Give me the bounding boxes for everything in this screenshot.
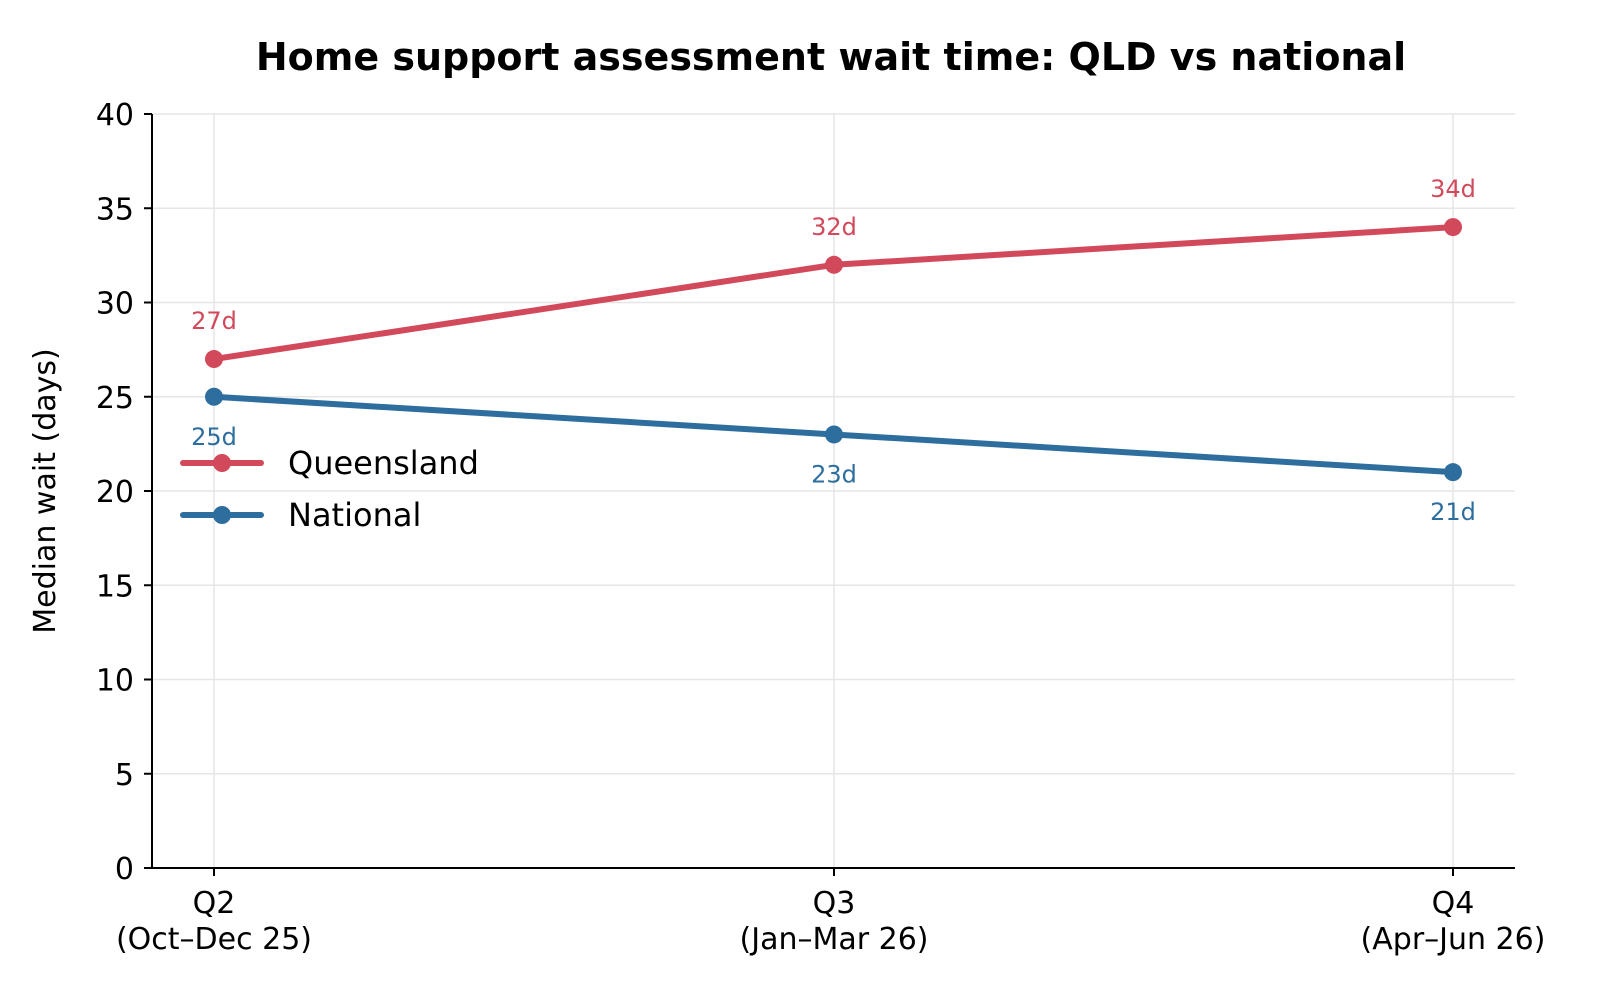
data-label: 23d <box>811 460 857 488</box>
data-point <box>1444 463 1462 482</box>
x-tick-label-line: Q2 <box>193 886 236 921</box>
x-tick-label-line: (Jan–Mar 26) <box>740 922 929 957</box>
legend-marker <box>213 454 231 472</box>
y-tick-label: 30 <box>96 287 134 322</box>
y-tick-label: 25 <box>96 381 134 416</box>
x-tick-label-line: Q3 <box>813 886 856 921</box>
x-tick-label: Q2 (Oct–Dec 25) <box>116 886 312 957</box>
data-labels: 27d 32d 34d 25d 23d 21d <box>191 175 1476 526</box>
y-tick-label: 35 <box>96 192 134 227</box>
data-point <box>825 425 843 444</box>
data-label: 27d <box>191 307 237 335</box>
x-tick-label-line: Q4 <box>1432 886 1475 921</box>
data-label: 34d <box>1430 175 1476 203</box>
legend-marker <box>213 506 231 524</box>
y-tick-label: 5 <box>115 758 134 793</box>
x-tick-label-line: (Apr–Jun 26) <box>1361 922 1546 957</box>
y-tick-label: 40 <box>96 98 134 133</box>
data-label: 21d <box>1430 498 1476 526</box>
data-label: 25d <box>191 423 237 451</box>
series <box>205 218 1462 482</box>
grid-lines <box>152 113 1515 869</box>
x-tick-label: Q4 (Apr–Jun 26) <box>1361 886 1546 957</box>
tick-labels: 0 5 10 15 20 25 30 35 40 Q2 (Oct–Dec 25) Q3 (Jan–Mar… <box>96 98 1546 957</box>
legend: Queensland National <box>180 444 479 534</box>
y-tick-label: 10 <box>96 664 134 699</box>
x-tick-label: Q3 (Jan–Mar 26) <box>740 886 929 957</box>
x-tick-label-line: (Oct–Dec 25) <box>116 922 312 957</box>
data-point <box>205 350 223 369</box>
y-tick-label: 15 <box>96 569 134 604</box>
y-axis-label: Median wait (days) <box>28 348 63 633</box>
axes <box>144 113 1515 876</box>
data-point <box>205 387 223 406</box>
y-tick-label: 20 <box>96 475 134 510</box>
data-point <box>1444 218 1462 237</box>
y-tick-label: 0 <box>115 852 134 887</box>
legend-label-queensland: Queensland <box>288 444 479 482</box>
legend-label-national: National <box>288 496 421 534</box>
chart-title: Home support assessment wait time: QLD v… <box>256 35 1406 79</box>
data-point <box>825 255 843 274</box>
data-label: 32d <box>811 213 857 241</box>
